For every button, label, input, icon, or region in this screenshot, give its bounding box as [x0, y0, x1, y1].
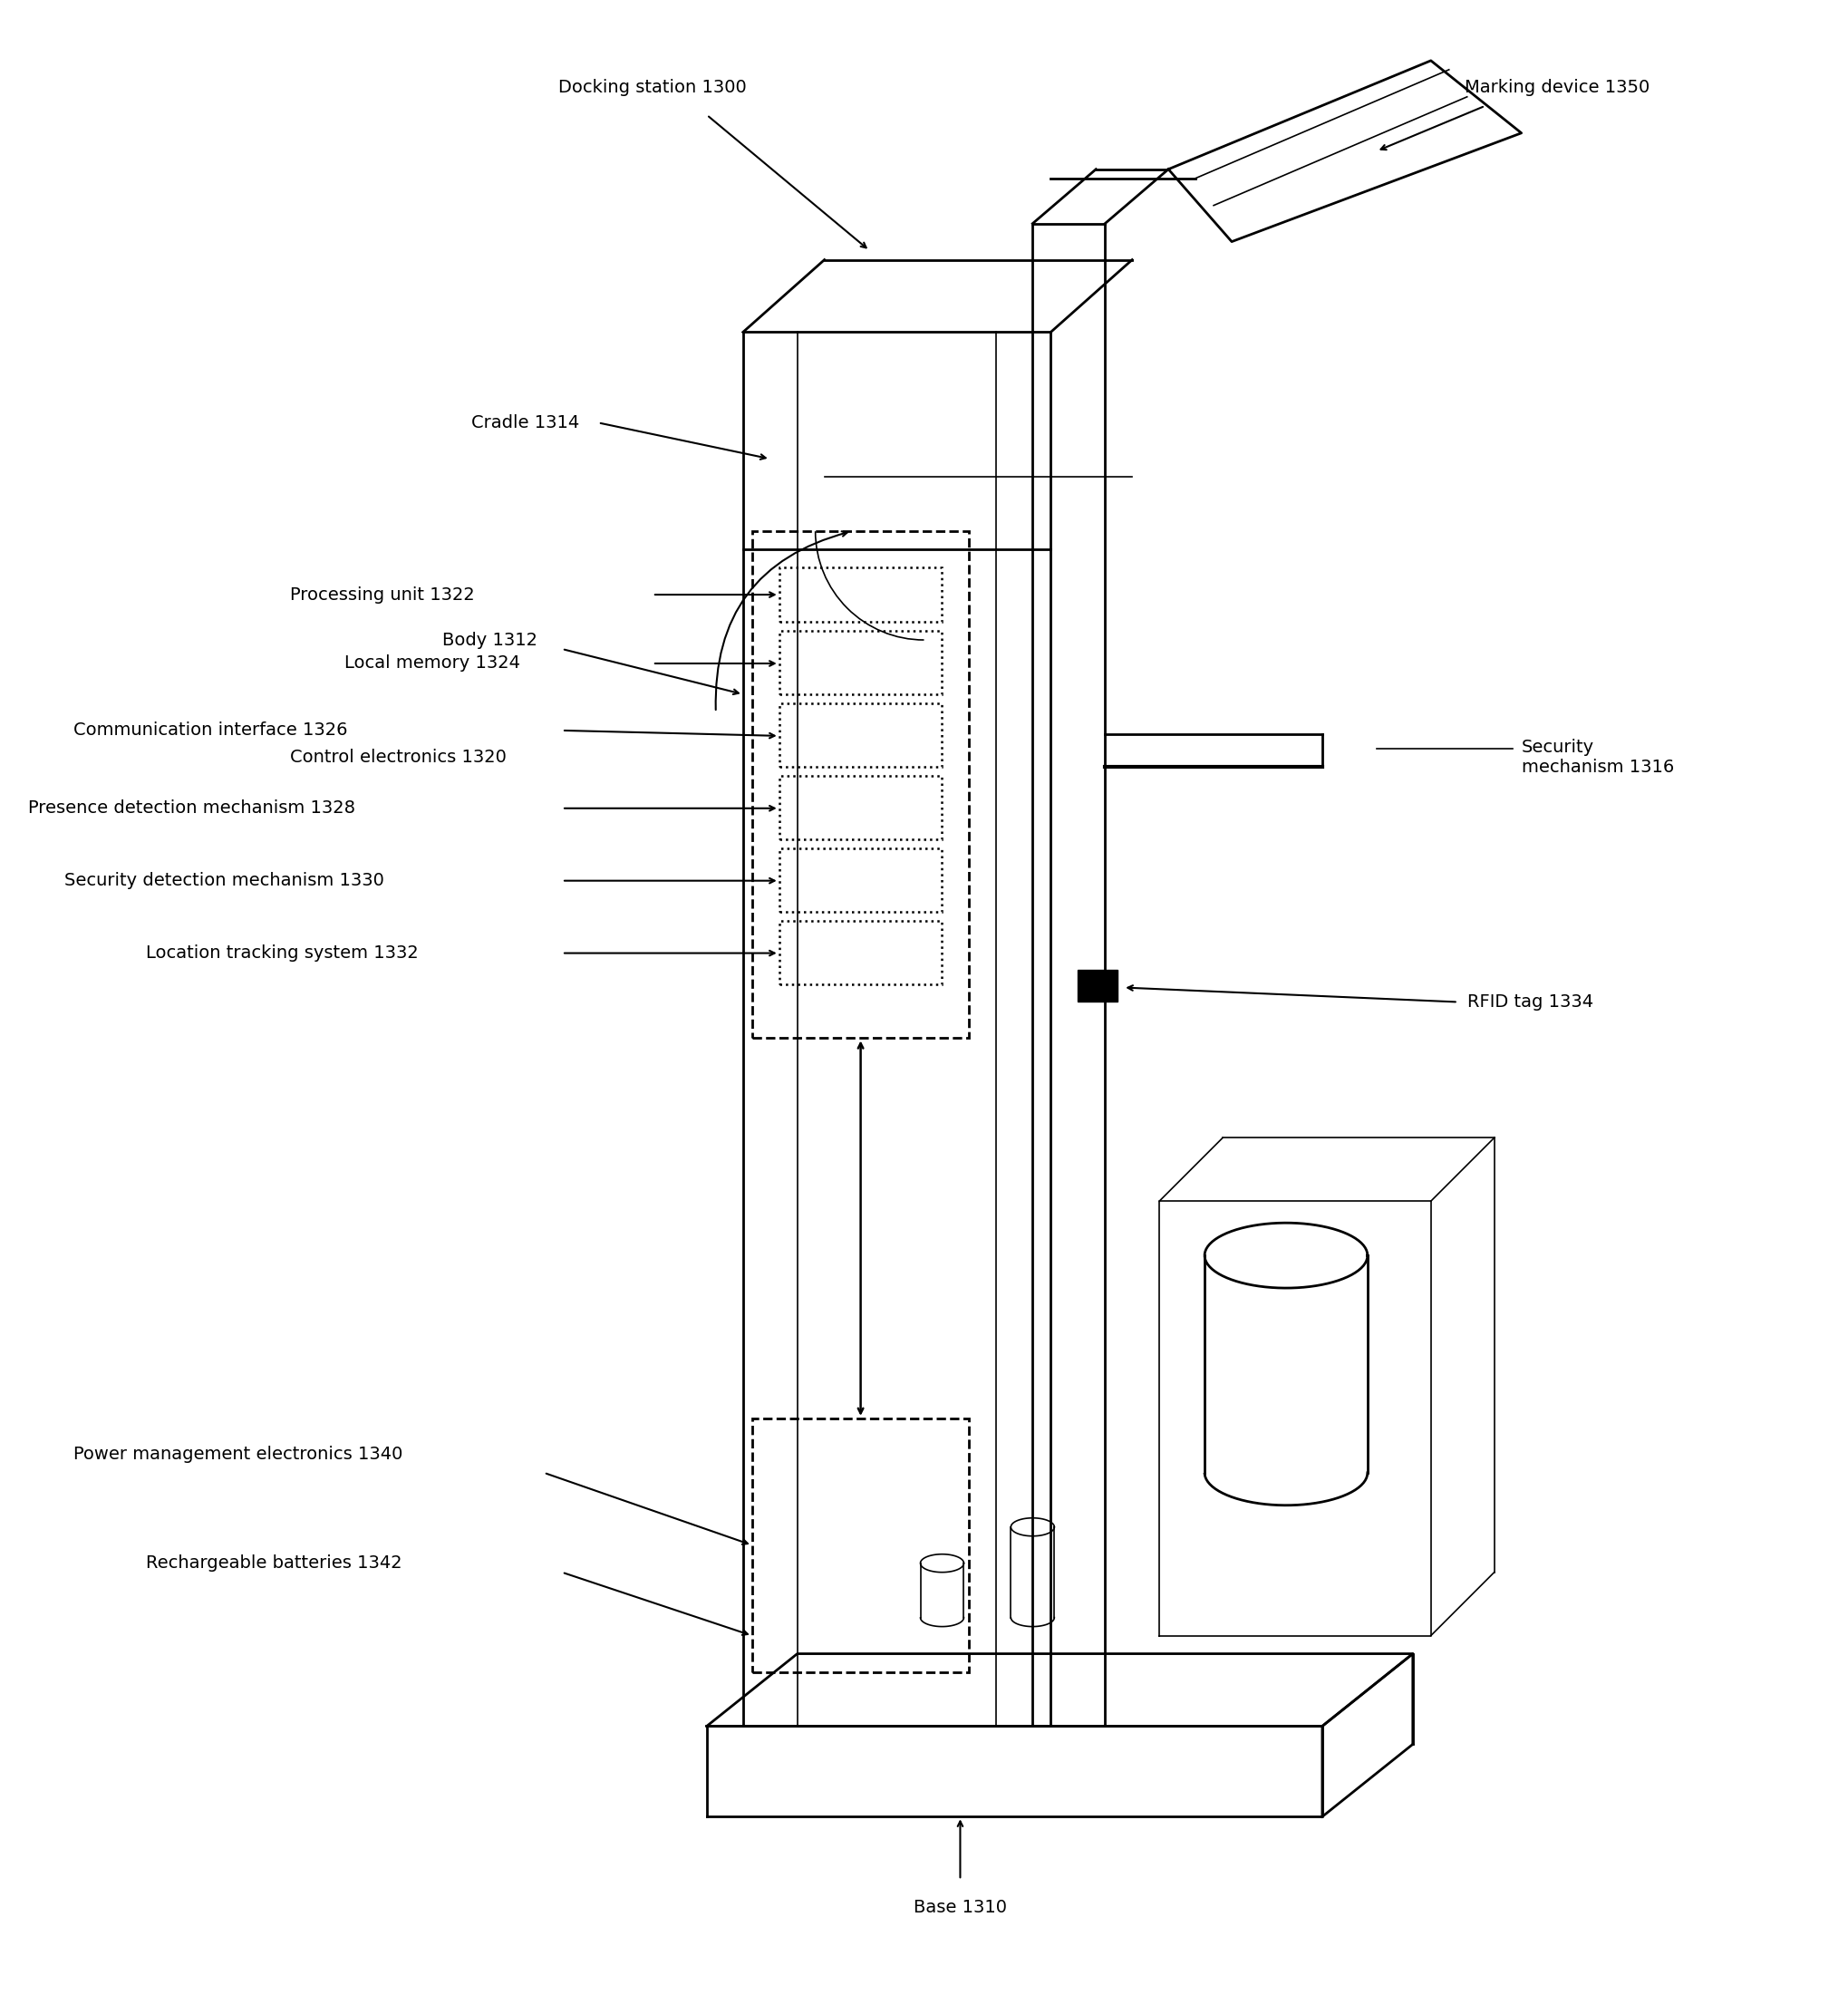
Text: Docking station 1300: Docking station 1300	[558, 78, 747, 96]
Bar	[1077, 970, 1118, 1002]
Text: Security
mechanism 1316: Security mechanism 1316	[1521, 739, 1674, 776]
Text: Body 1312: Body 1312	[442, 631, 538, 649]
Text: Processing unit 1322: Processing unit 1322	[290, 585, 475, 603]
Text: Control electronics 1320: Control electronics 1320	[290, 749, 506, 766]
Text: Power management electronics 1340: Power management electronics 1340	[74, 1447, 403, 1463]
Text: Base 1310: Base 1310	[913, 1898, 1007, 1916]
Text: Communication interface 1326: Communication interface 1326	[74, 721, 347, 739]
Text: Rechargeable batteries 1342: Rechargeable batteries 1342	[146, 1555, 401, 1571]
Text: Security detection mechanism 1330: Security detection mechanism 1330	[65, 872, 384, 890]
Text: Local memory 1324: Local memory 1324	[346, 655, 521, 671]
Text: Cradle 1314: Cradle 1314	[471, 415, 580, 431]
Text: Location tracking system 1332: Location tracking system 1332	[146, 944, 418, 962]
Text: Presence detection mechanism 1328: Presence detection mechanism 1328	[28, 800, 355, 818]
Text: RFID tag 1334: RFID tag 1334	[1467, 994, 1593, 1010]
Text: Marking device 1350: Marking device 1350	[1465, 78, 1650, 96]
